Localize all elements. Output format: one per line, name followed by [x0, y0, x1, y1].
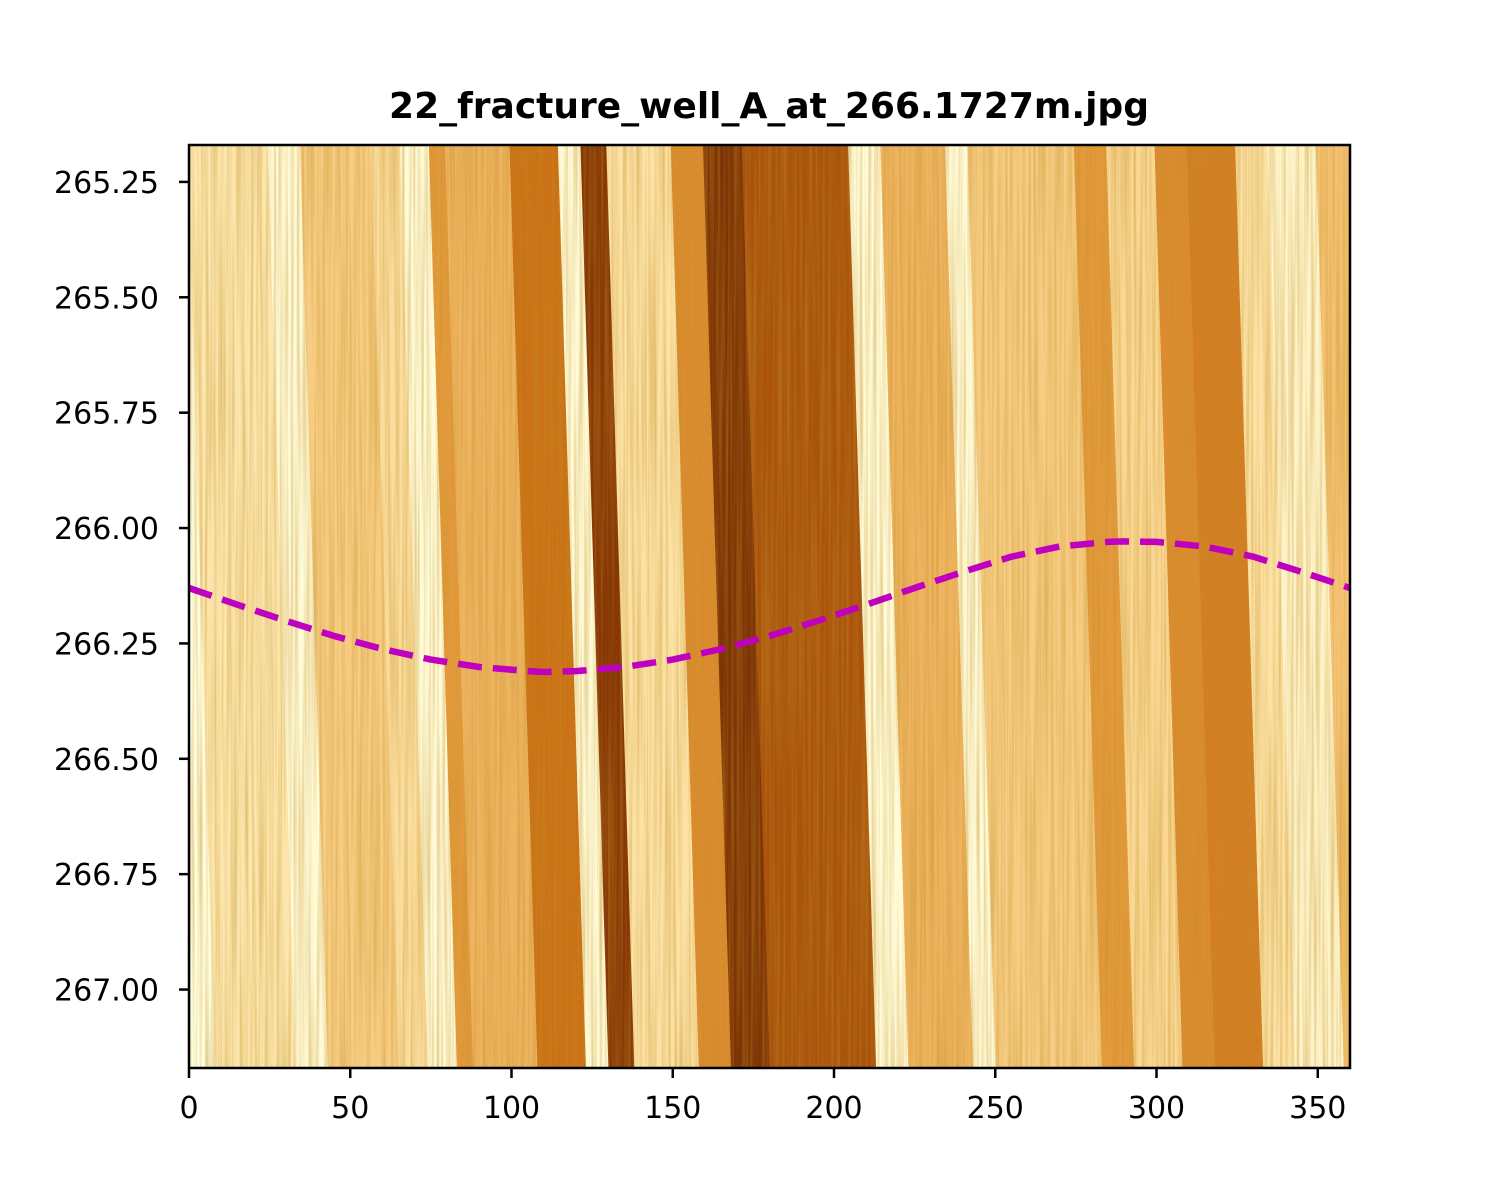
plot-area: [189, 145, 1350, 1068]
x-tick-label: 0: [179, 1091, 198, 1126]
x-tick-label: 50: [331, 1091, 369, 1126]
chart-title: 22_fracture_well_A_at_266.1727m.jpg: [389, 86, 1149, 127]
x-tick-label: 250: [967, 1091, 1024, 1126]
y-axis: 265.25 265.50 265.75 266.00 266.25 266.50 266.…: [54, 166, 189, 1009]
y-tick-label: 265.25: [54, 166, 159, 201]
y-tick-label: 266.50: [54, 743, 159, 778]
fracture-sinusoid-line: [189, 538, 1350, 676]
x-tick-label: 300: [1128, 1091, 1185, 1126]
x-axis: 0 50 100 150 200 250 300 350: [179, 1068, 1346, 1126]
plot-frame: [187, 143, 1352, 1070]
x-tick-label: 100: [483, 1091, 540, 1126]
y-tick-label: 267.00: [54, 974, 159, 1009]
y-tick-label: 266.25: [54, 627, 159, 662]
y-tick-label: 265.75: [54, 397, 159, 432]
fracture-sinusoid: [189, 538, 1350, 676]
x-tick-label: 350: [1289, 1091, 1346, 1126]
x-tick-label: 200: [805, 1091, 862, 1126]
image-texture: [189, 145, 1350, 1068]
x-tick-label: 150: [644, 1091, 701, 1126]
y-tick-label: 266.00: [54, 512, 159, 547]
y-tick-label: 266.75: [54, 858, 159, 893]
y-tick-label: 265.50: [54, 281, 159, 316]
